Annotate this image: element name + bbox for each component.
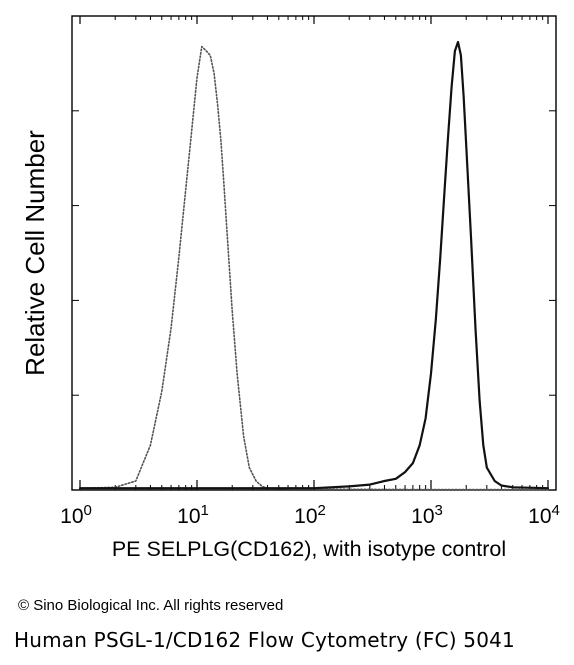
figure-caption: Human PSGL-1/CD162 Flow Cytometry (FC) 5… <box>14 628 515 652</box>
y-axis-label: Relative Cell Number <box>20 130 50 376</box>
x-tick-label: 104 <box>528 502 560 528</box>
copyright-notice: © Sino Biological Inc. All rights reserv… <box>18 597 284 614</box>
selplg-stained-curve <box>78 40 550 490</box>
isotype-control-curve <box>79 45 549 491</box>
x-tick-label: 103 <box>411 502 443 528</box>
x-axis-tick-labels: 100 101 102 103 104 <box>60 502 560 528</box>
x-tick-label: 102 <box>294 502 326 528</box>
x-tick-label: 100 <box>60 502 92 528</box>
plot-frame <box>71 15 557 491</box>
y-axis-ticks <box>72 15 556 491</box>
x-tick-label: 101 <box>177 502 209 528</box>
x-axis-label: PE SELPLG(CD162), with isotype control <box>112 537 506 561</box>
histogram-series <box>78 40 550 491</box>
x-axis-ticks <box>79 16 549 490</box>
flow-cytometry-histogram: 100 101 102 103 104 PE SELPLG(CD162), with i… <box>20 15 560 561</box>
